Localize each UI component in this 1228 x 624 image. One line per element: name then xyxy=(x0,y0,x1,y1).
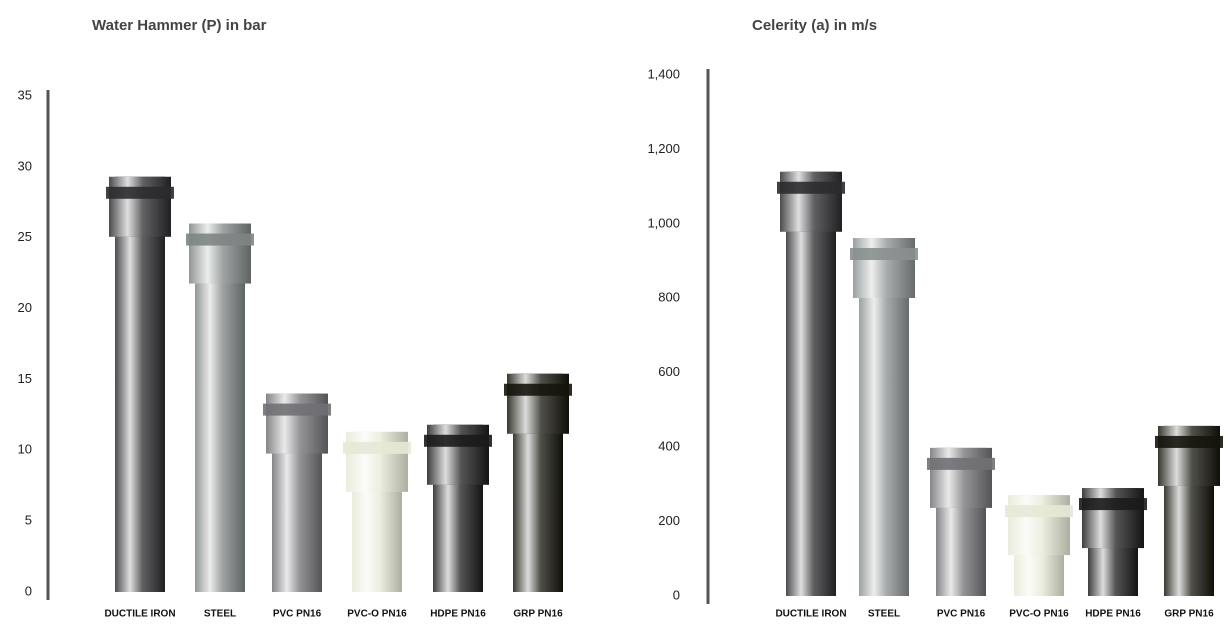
pipe-collar xyxy=(1155,435,1223,448)
x-tick-label: PVC-O PN16 xyxy=(1009,609,1069,620)
y-tick-label: 600 xyxy=(658,364,680,379)
y-tick-label: 25 xyxy=(18,229,32,244)
pipe-socket-shine xyxy=(109,176,171,237)
y-tick-label: 15 xyxy=(18,371,32,386)
y-tick-label: 400 xyxy=(658,439,680,454)
pipe-socket-shine xyxy=(507,373,569,434)
y-tick-label: 0 xyxy=(25,583,32,598)
y-tick-label: 1,400 xyxy=(647,66,680,81)
pipe-collar xyxy=(106,186,174,199)
pipe-socket-shine xyxy=(189,223,251,284)
pipe-collar xyxy=(1005,505,1073,518)
pipe-socket-shine xyxy=(346,431,408,492)
y-tick-label: 1,200 xyxy=(647,141,680,156)
pipe-socket-shine xyxy=(1008,495,1070,556)
pipe-shine xyxy=(115,176,165,592)
x-tick-label: DUCTILE IRON xyxy=(104,609,175,620)
y-tick-label: 35 xyxy=(18,87,32,102)
pipe-socket-shine xyxy=(780,171,842,232)
x-tick-label: DUCTILE IRON xyxy=(775,609,846,620)
x-tick-label: GRP PN16 xyxy=(513,609,563,620)
x-tick-label: STEEL xyxy=(204,609,236,620)
y-tick-label: 200 xyxy=(658,513,680,528)
x-tick-label: HDPE PN16 xyxy=(1085,609,1141,620)
y-tick-label: 30 xyxy=(18,158,32,173)
pipe-collar xyxy=(504,383,572,396)
pipe-collar xyxy=(424,434,492,447)
x-tick-label: HDPE PN16 xyxy=(430,609,486,620)
pipe-shine xyxy=(786,171,836,596)
x-tick-label: STEEL xyxy=(868,609,900,620)
x-tick-label: PVC-O PN16 xyxy=(347,609,407,620)
pipe-socket-shine xyxy=(427,424,489,485)
pipe-collar xyxy=(1079,498,1147,511)
pipe-collar xyxy=(927,457,995,470)
pipe-collar xyxy=(186,233,254,246)
pipe-socket-shine xyxy=(853,237,915,298)
x-tick-label: GRP PN16 xyxy=(1164,609,1214,620)
x-tick-label: PVC PN16 xyxy=(937,609,986,620)
pipe-socket-shine xyxy=(266,393,328,454)
pipe-socket-shine xyxy=(1082,488,1144,549)
y-tick-label: 800 xyxy=(658,290,680,305)
pipe-collar xyxy=(263,403,331,416)
pipe-collar xyxy=(343,441,411,454)
x-tick-label: PVC PN16 xyxy=(273,609,322,620)
chart-title: Water Hammer (P) in bar xyxy=(92,17,267,34)
y-tick-label: 0 xyxy=(673,587,680,602)
pipe-socket-shine xyxy=(1158,425,1220,486)
y-tick-label: 5 xyxy=(25,513,32,528)
y-tick-label: 20 xyxy=(18,300,32,315)
y-tick-label: 1,000 xyxy=(647,215,680,230)
y-tick-label: 10 xyxy=(18,442,32,457)
pipe-collar xyxy=(850,247,918,260)
pipe-collar xyxy=(777,181,845,194)
pipe-shine xyxy=(195,223,245,593)
chart-title: Celerity (a) in m/s xyxy=(752,17,877,34)
pipe-socket-shine xyxy=(930,447,992,508)
